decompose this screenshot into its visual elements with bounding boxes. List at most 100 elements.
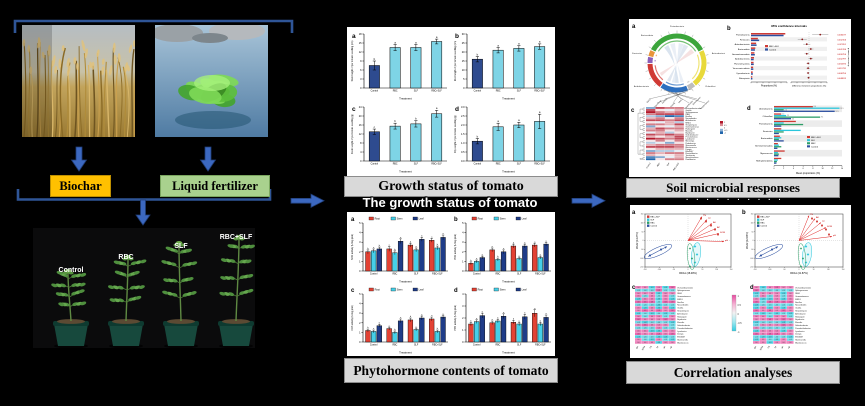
svg-text:Nitrospirota: Nitrospirota	[739, 77, 750, 80]
svg-text:Treatment: Treatment	[502, 351, 515, 355]
svg-text:a: a	[539, 110, 541, 114]
svg-text:RDA2 (14.37%): RDA2 (14.37%)	[636, 232, 639, 250]
svg-text:Chloroflexi: Chloroflexi	[705, 85, 716, 88]
svg-text:b: b	[394, 119, 396, 123]
svg-text:b: b	[482, 311, 484, 313]
svg-text:b: b	[394, 249, 396, 251]
svg-text:0: 0	[738, 313, 740, 316]
svg-text:12: 12	[831, 168, 833, 170]
svg-text:-0.6: -0.6	[789, 290, 792, 292]
svg-text:RBC: RBC	[118, 254, 133, 261]
correlation-panel: a -150 150 -100 100 -50 50 0 0 50 -50 100 -100 150 -15…	[630, 205, 851, 358]
liquid-fertilizer-label: Liquid fertilizer	[160, 175, 270, 197]
svg-text:RBC+SLF: RBC+SLF	[432, 273, 443, 275]
svg-text:-0.8: -0.8	[769, 336, 772, 338]
svg-text:Mesorhizobium: Mesorhizobium	[686, 156, 699, 159]
svg-text:5: 5	[463, 77, 465, 81]
svg-text:b: b	[394, 329, 396, 331]
svg-text:-0.6: -0.6	[644, 316, 647, 318]
svg-text:a: a	[632, 24, 636, 30]
svg-text:a: a	[545, 240, 547, 242]
svg-text:-0.8: -0.8	[651, 339, 654, 341]
svg-text:Proteobacteria: Proteobacteria	[736, 34, 750, 37]
svg-text:-0.6: -0.6	[776, 336, 779, 338]
svg-text:0.6: 0.6	[651, 342, 653, 344]
svg-text:Arthrobacter: Arthrobacter	[677, 312, 688, 315]
svg-text:Skermanella: Skermanella	[686, 144, 697, 147]
svg-text:2: 2	[462, 316, 464, 320]
svg-text:Root: Root	[478, 218, 484, 221]
svg-text:0.046077: 0.046077	[837, 35, 847, 37]
taxa-heatmap: c Vicinamibacterales Gaiella Sphingomonas RB…	[631, 105, 743, 175]
svg-text:pH: pH	[636, 346, 639, 350]
svg-text:0.6: 0.6	[762, 310, 764, 312]
svg-text:AK: AK	[816, 216, 819, 219]
svg-text:SOM: SOM	[760, 346, 764, 351]
svg-text:b: b	[482, 254, 484, 256]
svg-text:0: 0	[359, 269, 361, 273]
svg-text:0.002797: 0.002797	[837, 59, 847, 61]
svg-text:a: a	[519, 320, 521, 322]
svg-text:RBC+SLF: RBC+SLF	[769, 46, 780, 48]
growth-chart-a: a 0 3 6 9 12 15 18 b Control a RBC a SLF a RBC+SLF Treat…	[349, 29, 451, 101]
svg-text:-0.8: -0.8	[671, 322, 674, 324]
svg-text:Actinobacteriota: Actinobacteriota	[735, 43, 751, 46]
svg-text:0.6: 0.6	[644, 299, 646, 301]
svg-text:0: 0	[688, 269, 689, 271]
svg-text:b: b	[437, 244, 439, 246]
svg-text:0.8: 0.8	[755, 333, 757, 335]
svg-text:SOM: SOM	[720, 232, 725, 234]
svg-text:-0.8: -0.8	[762, 336, 765, 338]
down-arrow-fertilizer-icon	[199, 146, 217, 172]
svg-text:SOM: SOM	[827, 226, 832, 228]
svg-text:0.6: 0.6	[762, 316, 764, 318]
soil-microbial-panel: a Proteobacteria Actinobacteriota Chlorofle…	[629, 19, 851, 177]
svg-text:-0.8: -0.8	[658, 331, 661, 333]
svg-text:MND1: MND1	[795, 299, 800, 301]
svg-text:0.8: 0.8	[776, 302, 778, 304]
svg-text:-0.6: -0.6	[762, 322, 765, 324]
svg-text:Skermanella: Skermanella	[677, 339, 688, 342]
svg-text:2: 2	[783, 168, 784, 170]
growth-caption: The growth status of tomato	[362, 195, 538, 210]
svg-text:-0.8: -0.8	[637, 336, 640, 338]
svg-text:Dongia: Dongia	[677, 334, 684, 336]
svg-text:-0.5: -0.5	[738, 322, 743, 325]
svg-text:-0.6: -0.6	[789, 316, 792, 318]
svg-text:3.0: 3.0	[461, 105, 465, 109]
svg-text:3: 3	[359, 240, 361, 244]
svg-text:Chloroflexi: Chloroflexi	[763, 115, 773, 118]
svg-text:0.6: 0.6	[665, 293, 667, 295]
svg-text:TN: TN	[703, 215, 706, 217]
svg-text:-0.8: -0.8	[637, 299, 640, 301]
svg-text:0: 0	[642, 240, 643, 242]
svg-text:-0.5: -0.5	[724, 130, 727, 132]
svg-text:SLF: SLF	[517, 344, 522, 346]
svg-text:0: 0	[462, 340, 464, 344]
svg-text:0.6: 0.6	[637, 307, 639, 309]
svg-text:0.6: 0.6	[769, 325, 771, 327]
stamp-chart: b 95% confidence intervals Proteobacteria 0…	[727, 23, 849, 101]
correlation-banner: Correlation analyses	[626, 361, 840, 384]
svg-text:0.5: 0.5	[461, 150, 465, 154]
svg-text:-0.6: -0.6	[769, 339, 772, 341]
svg-text:0.8: 0.8	[783, 319, 785, 321]
svg-text:Gaiella: Gaiella	[677, 308, 684, 310]
svg-text:a: a	[632, 210, 636, 216]
svg-text:Terrabacter: Terrabacter	[686, 154, 696, 157]
svg-text:Bryobacter: Bryobacter	[686, 132, 696, 135]
svg-text:-0.8: -0.8	[782, 299, 785, 301]
svg-text:0.6: 0.6	[637, 342, 639, 344]
svg-text:0.6: 0.6	[651, 325, 653, 327]
svg-text:Dongia: Dongia	[686, 149, 693, 151]
down-arrow-biochar-icon	[70, 146, 88, 172]
svg-text:50: 50	[642, 231, 644, 233]
svg-text:-0.8: -0.8	[671, 339, 674, 341]
svg-text:Treatment: Treatment	[399, 170, 412, 174]
svg-text:2.0: 2.0	[461, 123, 465, 127]
svg-text:b: b	[470, 320, 472, 322]
svg-text:-0.6: -0.6	[755, 296, 758, 298]
svg-text:-0.6: -0.6	[782, 313, 785, 315]
svg-text:4: 4	[360, 150, 362, 154]
svg-text:0.8: 0.8	[637, 302, 639, 304]
